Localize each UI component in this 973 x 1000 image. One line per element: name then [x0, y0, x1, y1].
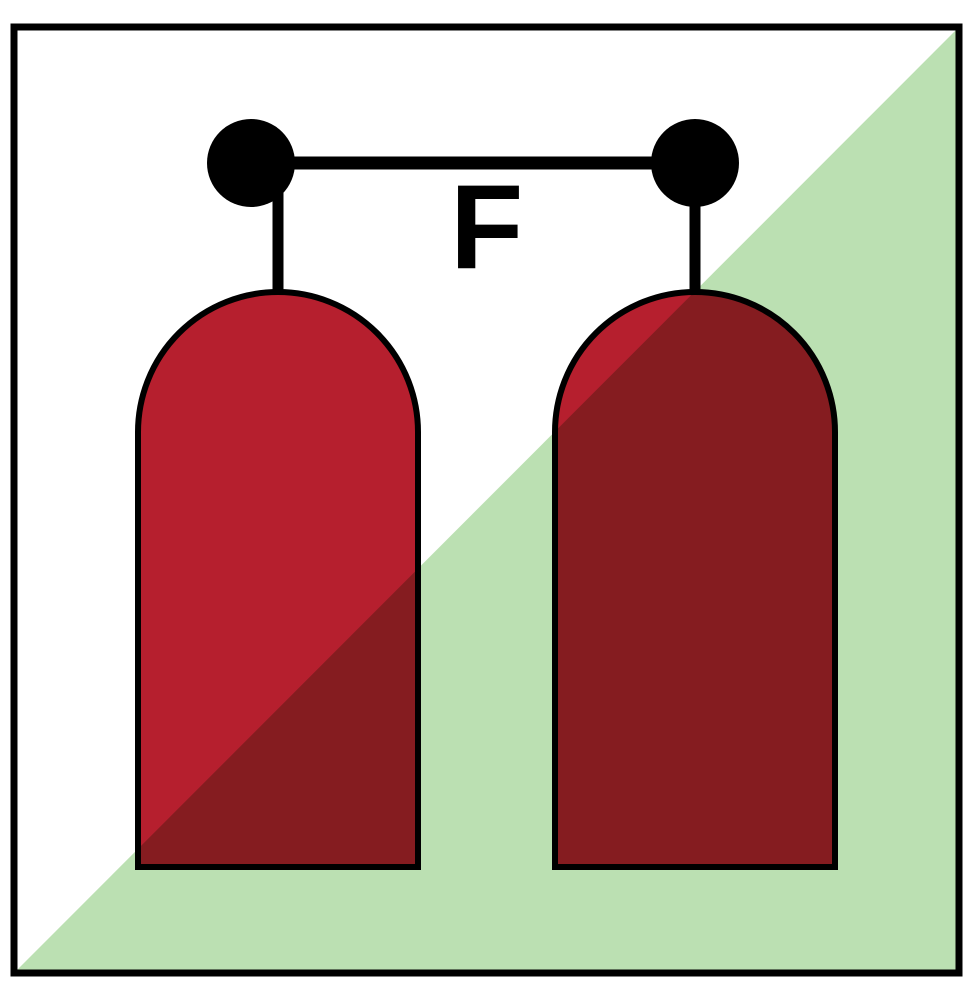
foam-label: F	[450, 160, 523, 294]
sign-svg: F	[0, 0, 973, 1000]
valve-knob-right	[651, 119, 739, 207]
foam-release-sign: F	[0, 0, 973, 1000]
valve-knob-left	[207, 119, 295, 207]
